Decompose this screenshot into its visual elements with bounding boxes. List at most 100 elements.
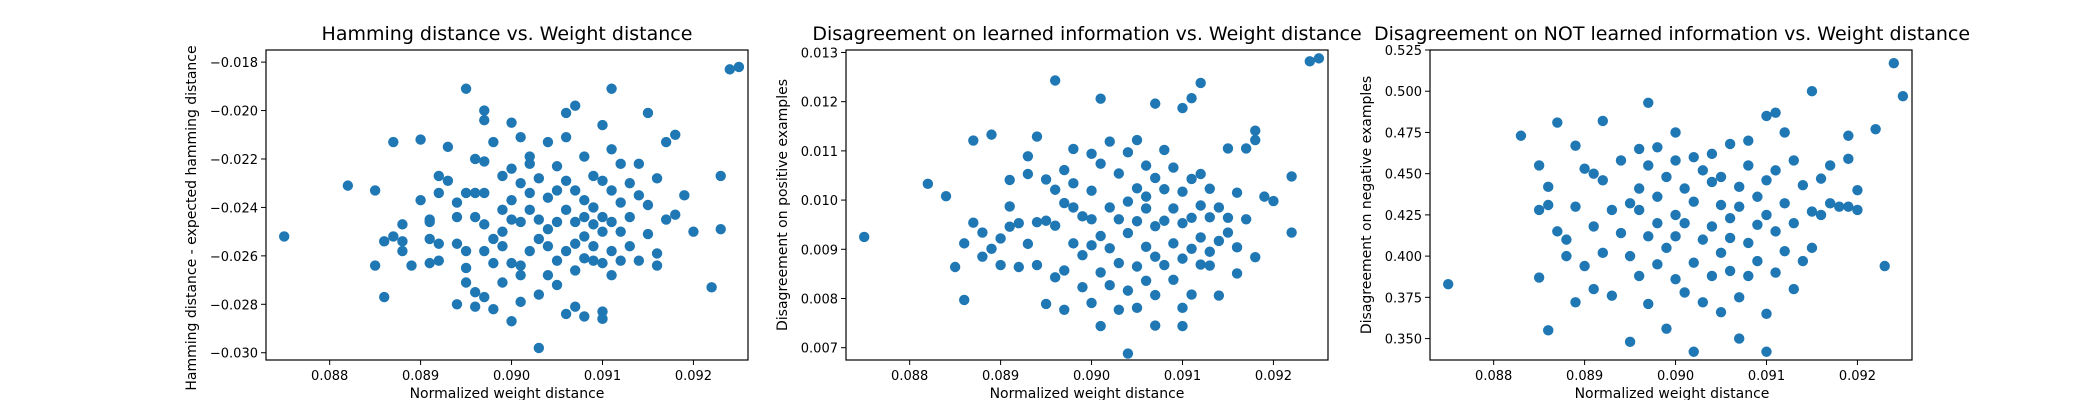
scatter-point xyxy=(1752,255,1763,267)
scatter-point xyxy=(660,214,672,225)
scatter-point xyxy=(1059,304,1070,316)
scatter-point xyxy=(1204,246,1215,257)
scatter-point xyxy=(1159,144,1170,156)
scatter-point xyxy=(1715,171,1727,183)
scatter-point xyxy=(1788,155,1799,166)
scatter-point xyxy=(479,219,490,230)
scatter-point xyxy=(1040,174,1052,185)
scatter-point xyxy=(959,294,970,306)
scatter-point xyxy=(670,209,681,220)
y-tick-label: 0.008 xyxy=(801,292,838,307)
scatter-point xyxy=(1852,204,1863,216)
y-tick-label: −0.026 xyxy=(210,250,258,265)
scatter-point xyxy=(579,151,590,162)
scatter-point xyxy=(1852,184,1863,196)
scatter-point xyxy=(515,216,526,228)
scatter-point xyxy=(624,240,635,252)
scatter-point xyxy=(1715,247,1727,259)
scatter-point xyxy=(1543,181,1554,193)
scatter-point xyxy=(551,161,563,172)
scatter-point xyxy=(1724,212,1736,224)
x-tick-label: 0.091 xyxy=(584,369,621,384)
scatter-point xyxy=(1031,131,1043,142)
y-ticks: 0.007 0.008 0.009 0.010 0.011 0.012 0.013 xyxy=(801,46,846,357)
scatter-point xyxy=(570,100,581,111)
y-tick-label: 0.525 xyxy=(1385,44,1422,59)
scatter-point xyxy=(940,190,952,202)
scatter-point xyxy=(1213,202,1225,213)
scatter-point xyxy=(497,170,508,182)
y-tick-label: 0.012 xyxy=(801,96,838,111)
plot-frame xyxy=(265,49,749,361)
scatter-point xyxy=(479,187,490,199)
x-tick-label: 0.092 xyxy=(675,369,712,384)
scatter-point xyxy=(1552,226,1563,237)
scatter-point xyxy=(1077,249,1088,261)
scatter-point xyxy=(1761,110,1772,122)
y-tick-label: 0.007 xyxy=(801,342,838,357)
scatter-point xyxy=(1204,183,1215,194)
scatter-point xyxy=(1570,201,1581,212)
y-tick-label: −0.024 xyxy=(210,201,258,216)
scatter-point xyxy=(733,61,745,73)
scatter-point xyxy=(1652,259,1663,270)
scatter-point xyxy=(588,202,599,213)
scatter-point xyxy=(1122,147,1134,158)
scatter-point xyxy=(1250,251,1261,263)
scatter-point xyxy=(1679,287,1690,298)
scatter-point xyxy=(433,238,444,249)
scatter-point xyxy=(1140,241,1152,253)
scatter-point xyxy=(1888,57,1900,69)
scatter-point xyxy=(1022,168,1034,180)
scatter-point xyxy=(1059,265,1070,276)
scatter-point xyxy=(1113,214,1125,225)
scatter-point xyxy=(1268,195,1279,207)
y-tick-label: 0.011 xyxy=(801,145,838,160)
scatter-point xyxy=(1168,238,1179,249)
scatter-point xyxy=(1615,227,1627,239)
scatter-point xyxy=(1177,302,1188,314)
scatter-point xyxy=(1150,289,1161,301)
scatter-point xyxy=(1177,320,1188,332)
scatter-point xyxy=(442,141,454,153)
scatter-point xyxy=(579,231,590,242)
scatter-point xyxy=(1706,176,1718,188)
x-tick-label: 0.088 xyxy=(311,369,348,384)
scatter-point xyxy=(706,282,717,293)
scatter-point xyxy=(633,190,645,201)
y-tick-label: −0.022 xyxy=(210,153,258,168)
scatter-point xyxy=(479,245,490,257)
x-ticks: 0.088 0.089 0.090 0.091 0.092 xyxy=(1475,360,1876,384)
scatter-point xyxy=(1706,221,1718,232)
x-tick-label: 0.089 xyxy=(982,369,1019,384)
scatter-point xyxy=(479,105,490,116)
scatter-point xyxy=(1140,191,1152,202)
scatter-point xyxy=(542,270,554,281)
scatter-point xyxy=(615,197,626,208)
scatter-point xyxy=(397,236,408,247)
scatter-point xyxy=(1761,175,1772,186)
scatter-point xyxy=(1606,290,1618,301)
scatter-point xyxy=(488,257,499,269)
scatter-point xyxy=(524,245,535,257)
scatter-point xyxy=(597,226,608,237)
scatter-point xyxy=(651,248,663,259)
x-tick-label: 0.088 xyxy=(891,369,928,384)
scatter-point xyxy=(1788,217,1799,229)
scatter-point xyxy=(1150,98,1161,109)
scatter-point xyxy=(533,214,545,225)
scatter-point xyxy=(488,233,499,245)
scatter-point xyxy=(1724,138,1736,150)
scatter-point xyxy=(1770,226,1781,237)
scatter-point xyxy=(560,107,572,119)
scatter-point xyxy=(1068,143,1079,155)
scatter-point xyxy=(1633,204,1645,216)
scatter-point xyxy=(1131,183,1143,194)
scatter-point xyxy=(1195,168,1206,180)
scatter-point xyxy=(515,296,526,308)
scatter-point xyxy=(1213,235,1225,247)
scatter-point xyxy=(1679,183,1690,194)
scatter-point xyxy=(1706,270,1718,282)
scatter-point xyxy=(1040,298,1052,310)
